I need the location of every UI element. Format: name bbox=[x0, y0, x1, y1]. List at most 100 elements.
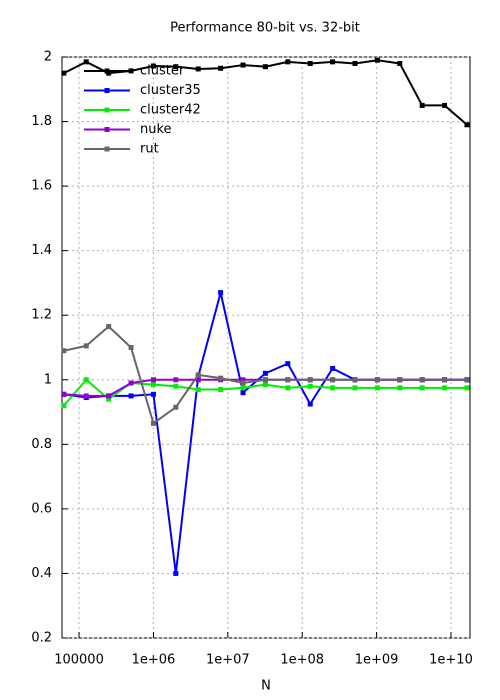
data-point bbox=[307, 377, 313, 383]
data-point bbox=[442, 377, 448, 383]
x-tick-label: 1e+07 bbox=[206, 653, 250, 668]
y-tick-label: 1.2 bbox=[31, 308, 52, 323]
data-point bbox=[61, 391, 67, 397]
data-point bbox=[330, 365, 336, 371]
data-point bbox=[150, 391, 156, 397]
data-point bbox=[128, 68, 134, 74]
data-point bbox=[285, 385, 291, 391]
data-point bbox=[419, 102, 425, 108]
legend-label: rut bbox=[140, 142, 159, 157]
data-point bbox=[240, 380, 246, 386]
x-tick-label: 1e+08 bbox=[280, 653, 324, 668]
data-point bbox=[195, 66, 201, 72]
data-point bbox=[397, 385, 403, 391]
data-point bbox=[374, 57, 380, 63]
data-point bbox=[307, 383, 313, 389]
legend-marker bbox=[104, 88, 110, 93]
data-point bbox=[330, 59, 336, 65]
data-point bbox=[83, 59, 89, 65]
data-point bbox=[464, 385, 470, 391]
data-point bbox=[195, 377, 201, 383]
data-point bbox=[240, 62, 246, 68]
y-tick-label: 2 bbox=[44, 50, 52, 65]
data-point bbox=[173, 570, 179, 576]
data-point bbox=[285, 59, 291, 65]
data-point bbox=[240, 377, 246, 383]
data-point bbox=[195, 372, 201, 378]
legend-label: nuke bbox=[140, 122, 172, 137]
data-point bbox=[352, 385, 358, 391]
data-point bbox=[106, 393, 112, 399]
data-point bbox=[330, 385, 336, 391]
data-point bbox=[61, 70, 67, 76]
data-point bbox=[150, 63, 156, 69]
data-point bbox=[262, 377, 268, 383]
data-point bbox=[397, 377, 403, 383]
data-point bbox=[128, 393, 134, 399]
legend-marker bbox=[104, 127, 110, 132]
x-tick-label: 1e+09 bbox=[355, 653, 399, 668]
data-point bbox=[419, 385, 425, 391]
data-point bbox=[374, 377, 380, 383]
data-point bbox=[307, 60, 313, 66]
data-point bbox=[374, 385, 380, 391]
data-point bbox=[442, 102, 448, 108]
y-tick-label: 1.4 bbox=[31, 243, 52, 258]
data-point bbox=[150, 382, 156, 388]
chart-title: Performance 80-bit vs. 32-bit bbox=[170, 21, 360, 36]
y-tick-label: 1.8 bbox=[31, 114, 52, 129]
y-tick-label: 0.4 bbox=[31, 566, 52, 581]
x-tick-label: 1e+06 bbox=[132, 653, 176, 668]
data-point bbox=[419, 377, 425, 383]
data-point bbox=[173, 404, 179, 410]
y-tick-label: 0.8 bbox=[31, 437, 52, 452]
data-point bbox=[262, 382, 268, 388]
legend-marker bbox=[104, 68, 110, 74]
x-axis-label: N bbox=[261, 679, 271, 694]
x-tick-label: 1e+10 bbox=[429, 653, 473, 668]
legend-label: cluster bbox=[140, 64, 185, 79]
legend-label: cluster42 bbox=[140, 103, 201, 118]
y-tick-label: 1.6 bbox=[31, 179, 52, 194]
data-point bbox=[352, 60, 358, 66]
data-point bbox=[83, 393, 89, 399]
data-point bbox=[285, 361, 291, 367]
data-point bbox=[262, 64, 268, 70]
data-point bbox=[150, 377, 156, 383]
data-point bbox=[285, 377, 291, 383]
y-tick-label: 0.6 bbox=[31, 501, 52, 516]
data-point bbox=[106, 324, 112, 330]
data-point bbox=[330, 377, 336, 383]
data-point bbox=[61, 403, 67, 409]
data-point bbox=[83, 343, 89, 349]
legend-label: cluster35 bbox=[140, 83, 201, 98]
data-point bbox=[106, 396, 112, 402]
data-point bbox=[128, 345, 134, 350]
plot-frame bbox=[61, 56, 471, 639]
data-point bbox=[218, 386, 224, 392]
data-point bbox=[61, 348, 67, 354]
data-point bbox=[397, 60, 403, 66]
data-point bbox=[128, 380, 134, 386]
x-tick-label: 100000 bbox=[54, 653, 104, 668]
data-point bbox=[442, 385, 448, 391]
data-point bbox=[307, 401, 313, 407]
data-point bbox=[240, 390, 246, 396]
y-tick-label: 0.2 bbox=[31, 631, 52, 646]
y-tick-label: 1 bbox=[44, 372, 52, 387]
data-point bbox=[173, 64, 179, 70]
data-point bbox=[150, 420, 156, 426]
data-point bbox=[173, 383, 179, 389]
data-point bbox=[240, 385, 246, 391]
data-point bbox=[262, 370, 268, 376]
data-point bbox=[173, 377, 179, 383]
data-point bbox=[218, 290, 224, 296]
data-point bbox=[464, 377, 470, 383]
data-point bbox=[218, 65, 224, 71]
data-point bbox=[464, 122, 470, 128]
data-point bbox=[218, 375, 224, 381]
data-point bbox=[195, 386, 201, 392]
legend-marker bbox=[104, 146, 110, 152]
